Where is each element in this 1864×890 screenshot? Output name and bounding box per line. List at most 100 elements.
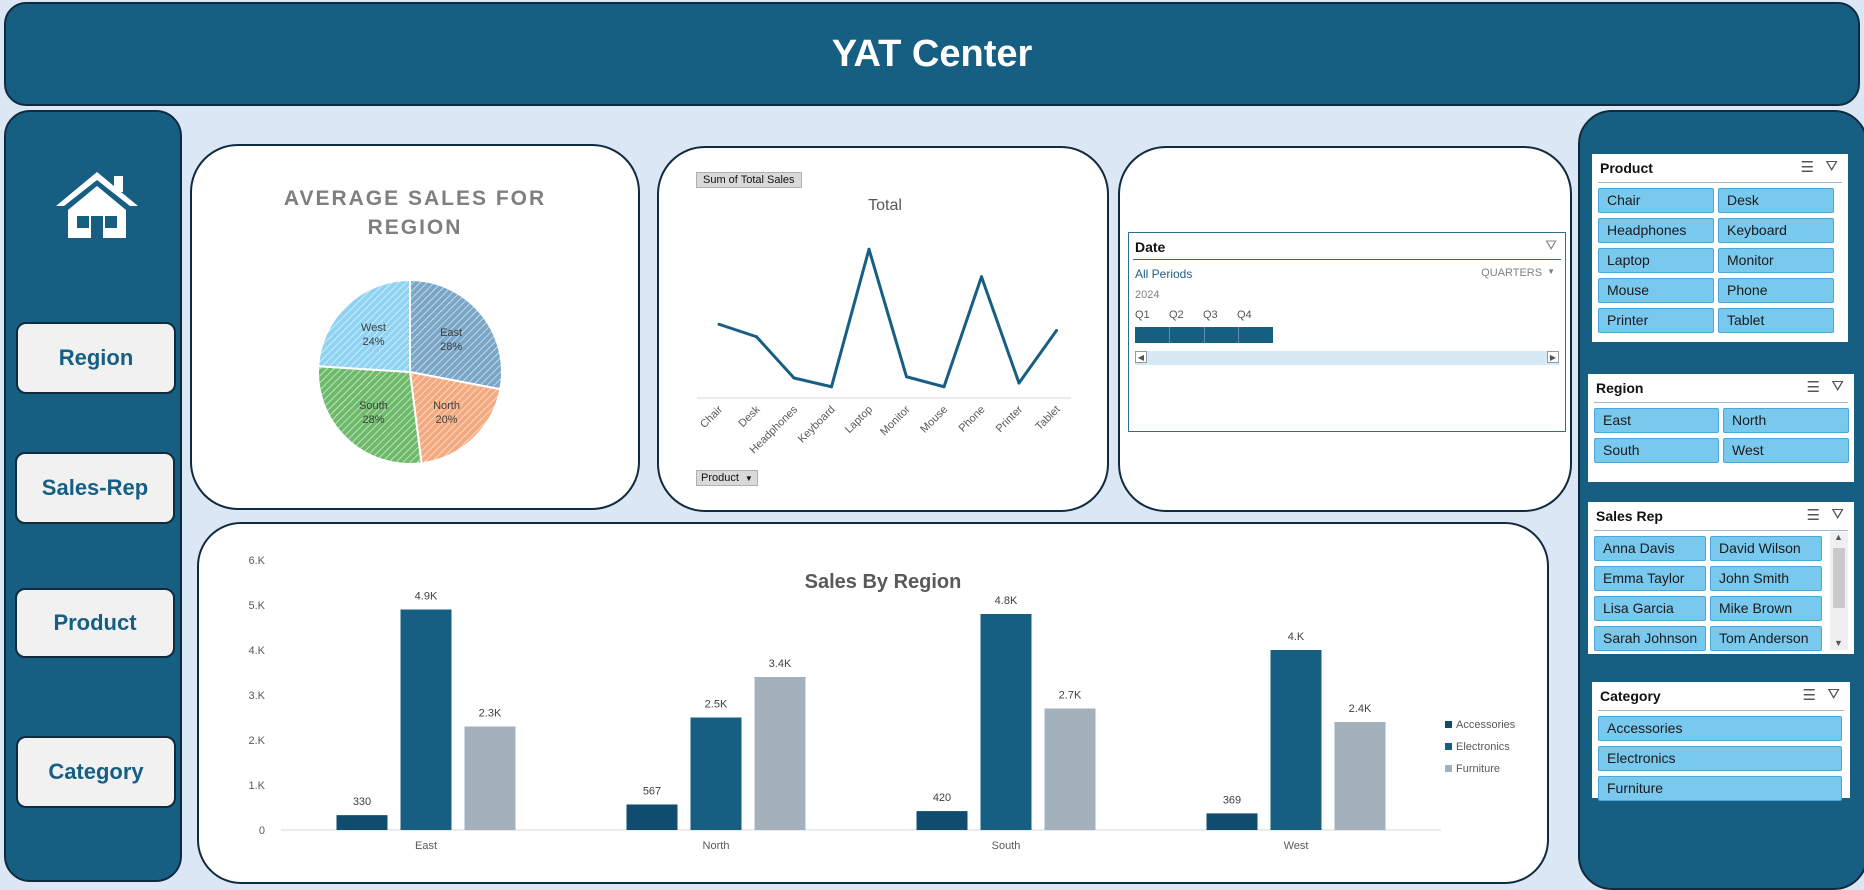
scroll-right-icon[interactable]: ▶ bbox=[1547, 351, 1559, 363]
nav-button-category[interactable]: Category bbox=[16, 736, 176, 808]
bar-south-accessories bbox=[916, 811, 968, 830]
bar-y-tick-label: 6.K bbox=[248, 555, 265, 567]
bar-y-tick-label: 5.K bbox=[248, 600, 265, 612]
clear-filter-icon[interactable]: ⛛ bbox=[1545, 237, 1557, 253]
nav-button-label: Product bbox=[53, 610, 137, 635]
slicer-item-accessories[interactable]: Accessories bbox=[1598, 716, 1842, 741]
product-field-button[interactable]: Product ▼ bbox=[696, 470, 758, 486]
sales-rep-slicer-title: Sales Rep bbox=[1596, 508, 1663, 524]
line-point-mouse bbox=[942, 385, 946, 389]
slicer-item-tablet[interactable]: Tablet bbox=[1718, 308, 1834, 333]
region-slicer-title: Region bbox=[1596, 380, 1644, 396]
bar-east-furniture bbox=[464, 726, 516, 830]
scroll-down-icon[interactable]: ▼ bbox=[1834, 638, 1843, 648]
slicer-item-anna-davis[interactable]: Anna Davis bbox=[1594, 536, 1706, 561]
line-x-tick-label: Phone bbox=[957, 404, 988, 435]
clear-filter-icon[interactable]: ⛛ bbox=[1831, 506, 1844, 523]
pie-title-line-2: REGION bbox=[367, 216, 463, 239]
slicer-item-keyboard[interactable]: Keyboard bbox=[1718, 218, 1834, 243]
pie-slice-percent: 28% bbox=[440, 341, 462, 353]
line-x-tick-label: Chair bbox=[698, 403, 725, 430]
slicer-item-mouse[interactable]: Mouse bbox=[1598, 278, 1714, 303]
quarter-cell[interactable] bbox=[1205, 327, 1240, 343]
line-x-tick-label: Printer bbox=[994, 403, 1026, 435]
slicer-item-chair[interactable]: Chair bbox=[1598, 188, 1714, 213]
clear-filter-icon[interactable]: ⛛ bbox=[1827, 686, 1840, 703]
slicer-item-south[interactable]: South bbox=[1594, 438, 1719, 463]
slicer-item-monitor[interactable]: Monitor bbox=[1718, 248, 1834, 273]
sales-rep-slicer: Sales Rep ☰ ⛛ Anna Davis David Wilson Em… bbox=[1588, 502, 1854, 654]
pie-title-line-1: AVERAGE SALES FOR bbox=[283, 187, 547, 210]
quarter-cell[interactable] bbox=[1135, 327, 1170, 343]
scrollbar-thumb[interactable] bbox=[1833, 548, 1845, 608]
sum-of-total-sales-field-button[interactable]: Sum of Total Sales bbox=[696, 172, 802, 188]
nav-button-label: Category bbox=[48, 759, 144, 784]
clear-filter-icon[interactable]: ⛛ bbox=[1825, 158, 1838, 175]
nav-button-product[interactable]: Product bbox=[15, 588, 175, 658]
multi-select-icon[interactable]: ☰ bbox=[1802, 687, 1816, 704]
chevron-down-icon: ▼ bbox=[1547, 267, 1555, 276]
timeline-card: Date ⛛ All Periods QUARTERS ▼ 2024 Q1 Q2… bbox=[1118, 146, 1572, 512]
product-slicer: Product ☰ ⛛ Chair Desk Headphones Keyboa… bbox=[1592, 154, 1848, 342]
slicer-item-desk[interactable]: Desk bbox=[1718, 188, 1834, 213]
bar-data-label: 2.5K bbox=[705, 699, 728, 711]
left-navigation-panel: Region Sales-Rep Product Category bbox=[4, 110, 182, 882]
legend-label: Furniture bbox=[1456, 763, 1500, 775]
home-icon[interactable] bbox=[52, 168, 142, 240]
bar-west-electronics bbox=[1270, 650, 1322, 830]
quarter-cell[interactable] bbox=[1170, 327, 1205, 343]
nav-button-sales-rep[interactable]: Sales-Rep bbox=[15, 452, 175, 524]
line-x-tick-label: Tablet bbox=[1033, 404, 1062, 433]
bar-data-label: 4.K bbox=[1288, 631, 1305, 643]
slicer-item-tom-anderson[interactable]: Tom Anderson bbox=[1710, 626, 1822, 651]
bar-data-label: 369 bbox=[1223, 794, 1241, 806]
multi-select-icon[interactable]: ☰ bbox=[1806, 379, 1820, 396]
timeline-scrollbar[interactable]: ◀ ▶ bbox=[1135, 351, 1559, 365]
time-level-dropdown[interactable]: QUARTERS ▼ bbox=[1481, 267, 1555, 279]
multi-select-icon[interactable]: ☰ bbox=[1800, 159, 1814, 176]
quarter-cell[interactable] bbox=[1239, 327, 1273, 343]
slicer-item-west[interactable]: West bbox=[1723, 438, 1849, 463]
time-level-label: QUARTERS bbox=[1481, 267, 1543, 279]
legend-label: Accessories bbox=[1456, 719, 1516, 731]
bar-data-label: 567 bbox=[643, 785, 661, 797]
slicer-item-north[interactable]: North bbox=[1723, 408, 1849, 433]
quarter-labels: Q1 Q2 Q3 Q4 bbox=[1135, 309, 1275, 323]
slicer-item-sarah-johnson[interactable]: Sarah Johnson bbox=[1594, 626, 1706, 651]
legend-label: Electronics bbox=[1456, 741, 1510, 753]
slicer-item-mike-brown[interactable]: Mike Brown bbox=[1710, 596, 1822, 621]
bar-y-tick-label: 3.K bbox=[248, 690, 265, 702]
slicer-item-david-wilson[interactable]: David Wilson bbox=[1710, 536, 1822, 561]
slicer-item-headphones[interactable]: Headphones bbox=[1598, 218, 1714, 243]
chevron-down-icon: ▼ bbox=[744, 473, 753, 483]
slicer-item-emma-taylor[interactable]: Emma Taylor bbox=[1594, 566, 1706, 591]
pie-slice-percent: 28% bbox=[362, 414, 384, 426]
bar-data-label: 420 bbox=[933, 792, 951, 804]
line-point-tablet bbox=[1055, 329, 1058, 332]
bar-x-tick-label: West bbox=[1284, 840, 1309, 852]
nav-button-region[interactable]: Region bbox=[16, 322, 176, 394]
scroll-up-icon[interactable]: ▲ bbox=[1834, 532, 1843, 542]
slicer-item-electronics[interactable]: Electronics bbox=[1598, 746, 1842, 771]
pie-slice-hatch bbox=[318, 366, 422, 464]
slicer-item-phone[interactable]: Phone bbox=[1718, 278, 1834, 303]
scroll-left-icon[interactable]: ◀ bbox=[1135, 351, 1147, 363]
slicer-item-east[interactable]: East bbox=[1594, 408, 1719, 433]
slicer-item-john-smith[interactable]: John Smith bbox=[1710, 566, 1822, 591]
quarter-label: Q2 bbox=[1169, 309, 1184, 321]
line-point-desk bbox=[755, 335, 758, 339]
clear-filter-icon[interactable]: ⛛ bbox=[1831, 378, 1844, 395]
multi-select-icon[interactable]: ☰ bbox=[1806, 507, 1820, 524]
slicer-panel: Product ☰ ⛛ Chair Desk Headphones Keyboa… bbox=[1578, 110, 1864, 890]
quarter-selection-bar[interactable] bbox=[1135, 327, 1273, 343]
bar-north-electronics bbox=[690, 717, 742, 830]
bar-chart-card: Sales By Region 0 1.K 2.K 3.K 4.K 5.K 6.K 330 4.9… bbox=[197, 522, 1549, 884]
pie-chart: East 28% North 20% South 28% West 24% bbox=[317, 278, 503, 465]
slicer-scrollbar[interactable]: ▲ ▼ bbox=[1830, 532, 1848, 650]
bar-west-accessories bbox=[1206, 813, 1258, 830]
slicer-item-furniture[interactable]: Furniture bbox=[1598, 776, 1842, 801]
slicer-item-laptop[interactable]: Laptop bbox=[1598, 248, 1714, 273]
slicer-item-printer[interactable]: Printer bbox=[1598, 308, 1714, 333]
slicer-item-lisa-garcia[interactable]: Lisa Garcia bbox=[1594, 596, 1706, 621]
legend-swatch-furniture bbox=[1445, 765, 1452, 772]
